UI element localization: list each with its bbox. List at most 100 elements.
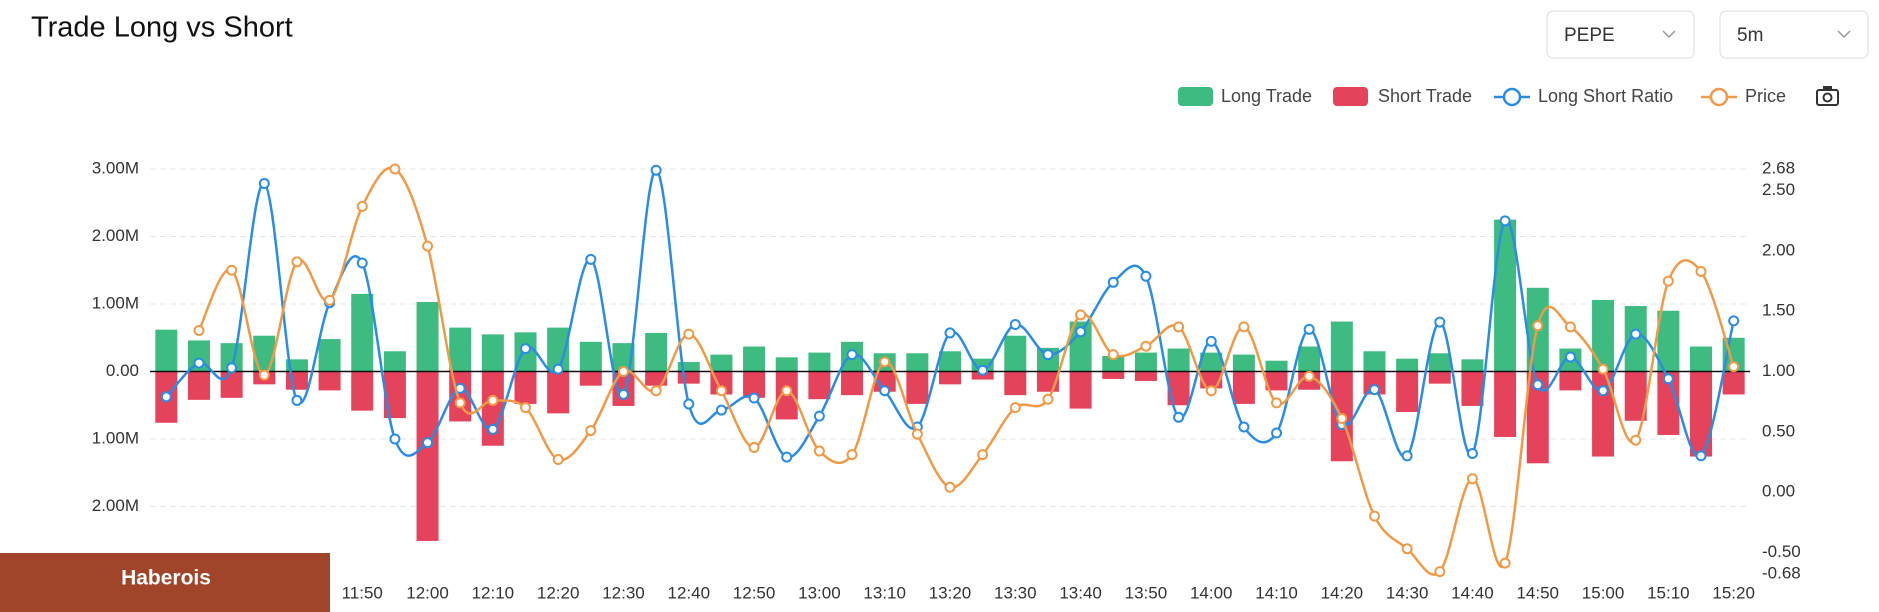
point	[1695, 450, 1707, 462]
bar	[906, 371, 929, 404]
dropdown-value[interactable]: 5m	[1737, 25, 1763, 46]
y2-tick-label: 0.00	[1762, 482, 1795, 501]
point	[552, 363, 564, 375]
legend-label[interactable]: Long Trade	[1221, 86, 1312, 106]
point	[1597, 363, 1609, 375]
point	[1401, 543, 1413, 555]
bar	[416, 301, 439, 372]
point	[650, 385, 662, 397]
y2-tick-label: 2.50	[1762, 180, 1795, 199]
bar	[514, 371, 537, 404]
point	[715, 404, 727, 416]
camera-button[interactable]	[1816, 86, 1839, 106]
point	[1695, 265, 1707, 277]
bar	[1396, 358, 1419, 372]
x-tick-label: 13:20	[929, 583, 972, 602]
bar	[1004, 371, 1027, 396]
legend-item[interactable]: Long Short Ratio	[1494, 86, 1673, 107]
point	[683, 328, 695, 340]
point	[748, 441, 760, 453]
dropdown-value[interactable]: PEPE	[1564, 25, 1615, 46]
bar	[318, 339, 341, 372]
legend-label[interactable]: Short Trade	[1378, 86, 1472, 106]
point	[1009, 402, 1021, 414]
x-tick-label: 12:30	[602, 583, 645, 602]
bar	[253, 335, 276, 372]
point	[1238, 421, 1250, 433]
bar	[808, 352, 831, 372]
point	[356, 200, 368, 212]
x-tick-label: 13:30	[994, 583, 1037, 602]
symbol-dropdown[interactable]: PEPE	[1546, 10, 1695, 59]
bar	[416, 371, 439, 541]
bar	[1330, 321, 1353, 372]
bar	[1428, 371, 1451, 384]
point	[226, 264, 238, 276]
bar	[351, 293, 374, 372]
point	[617, 388, 629, 400]
point	[846, 449, 858, 461]
point	[1466, 473, 1478, 485]
bar	[1494, 371, 1517, 437]
point	[944, 327, 956, 339]
bar	[547, 371, 570, 414]
point	[1336, 413, 1348, 425]
legend-item[interactable]: Long Trade	[1178, 86, 1312, 106]
point	[1466, 447, 1478, 459]
bar	[187, 371, 210, 400]
bar	[1657, 310, 1680, 372]
bar	[579, 371, 602, 386]
bar	[939, 351, 961, 372]
interval-dropdown[interactable]: 5m	[1719, 10, 1869, 59]
point	[1075, 309, 1087, 321]
x-tick-label: 15:10	[1647, 583, 1690, 602]
camera-body[interactable]	[1816, 89, 1839, 106]
point	[1434, 566, 1446, 578]
bar	[1526, 371, 1549, 464]
camera-top	[1823, 86, 1832, 90]
x-tick-label: 15:20	[1712, 583, 1755, 602]
dropdown-box[interactable]	[1719, 10, 1869, 59]
bar	[481, 334, 504, 372]
point	[422, 437, 434, 449]
bar	[612, 371, 635, 406]
y2-tick-label: 1.50	[1762, 301, 1795, 320]
bar	[449, 327, 472, 372]
point	[1205, 335, 1217, 347]
y-tick-label: 1.00M	[92, 428, 139, 447]
legend-label[interactable]: Price	[1745, 86, 1786, 106]
point	[520, 402, 532, 414]
point	[1532, 379, 1544, 391]
bar	[1069, 321, 1092, 372]
point	[1271, 427, 1283, 439]
point	[1662, 373, 1674, 385]
bar	[1461, 359, 1484, 372]
bar	[841, 371, 864, 396]
bar	[1722, 371, 1745, 395]
point	[160, 391, 172, 403]
point	[356, 257, 368, 269]
point	[389, 163, 401, 175]
x-tick-label: 14:20	[1321, 583, 1364, 602]
bar	[906, 353, 929, 372]
point	[1564, 321, 1576, 333]
legend-item[interactable]: Short Trade	[1333, 86, 1472, 106]
y-tick-label: 2.00M	[92, 226, 139, 245]
legend-label[interactable]: Long Short Ratio	[1538, 86, 1673, 106]
point	[1728, 315, 1740, 327]
x-tick-label: 14:10	[1255, 583, 1298, 602]
bar	[1134, 371, 1157, 381]
point	[1271, 397, 1283, 409]
legend-item[interactable]: Price	[1701, 86, 1786, 107]
bar	[1102, 371, 1125, 379]
bar	[285, 371, 308, 390]
dropdown-box[interactable]	[1546, 10, 1695, 59]
point	[1532, 320, 1544, 332]
point	[193, 357, 205, 369]
bar	[710, 354, 733, 372]
x-tick-label: 13:10	[863, 583, 906, 602]
bar	[1363, 351, 1386, 372]
bar	[547, 327, 570, 372]
bar	[1657, 371, 1680, 435]
